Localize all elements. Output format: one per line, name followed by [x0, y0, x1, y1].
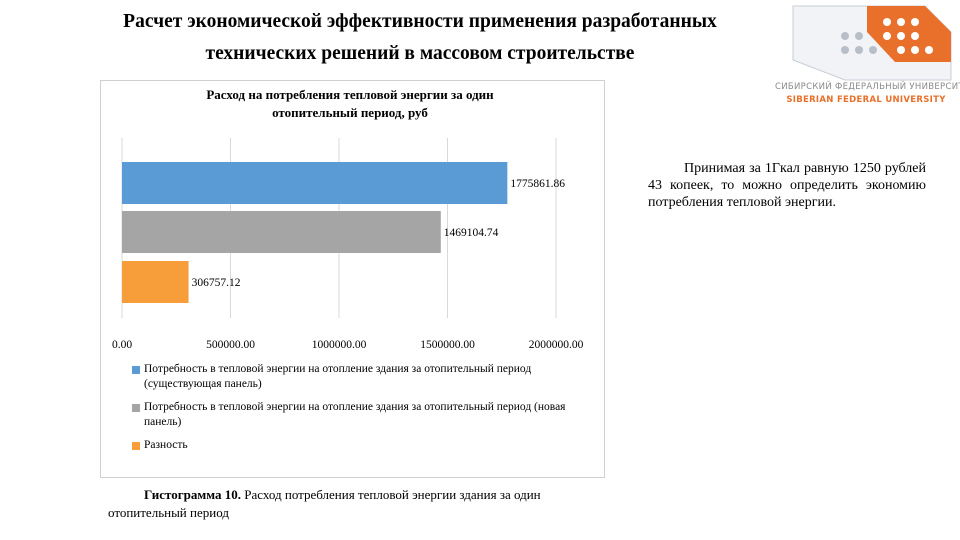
- legend-item: Потребность в тепловой энергии на отопле…: [132, 400, 587, 430]
- chart-legend: Потребность в тепловой энергии на отопле…: [132, 362, 587, 461]
- x-tick-label: 2000000.00: [529, 339, 584, 351]
- legend-label: Потребность в тепловой энергии на отопле…: [144, 363, 532, 390]
- figure-caption: Гистограмма 10. Расход потребления тепло…: [108, 486, 603, 522]
- legend-label: Разность: [144, 439, 188, 451]
- university-logo: СИБИРСКИЙ ФЕДЕРАЛЬНЫЙ УНИВЕРСИТЕТ SIBERI…: [775, 2, 960, 112]
- x-tick-label: 1500000.00: [420, 339, 475, 351]
- chart-title: Расход на потребления тепловой энергии з…: [120, 86, 580, 122]
- legend-item: Разность: [132, 438, 587, 453]
- caption-label: Гистограмма 10.: [144, 487, 242, 502]
- bar-data-label: 306757.12: [192, 277, 241, 289]
- bar: [122, 211, 441, 253]
- chart-title-line-1: Расход на потребления тепловой энергии з…: [206, 87, 494, 102]
- bar: [122, 162, 508, 204]
- university-logo-emblem-icon: [792, 5, 952, 81]
- slide-title-line-1: Расчет экономической эффективности приме…: [123, 11, 717, 32]
- logo-text-ru: СИБИРСКИЙ ФЕДЕРАЛЬНЫЙ УНИВЕРСИТЕТ: [775, 82, 960, 92]
- legend-swatch: [132, 442, 140, 450]
- slide-title: Расчет экономической эффективности приме…: [20, 6, 820, 70]
- caption-text: Расход потребления тепловой энергии здан…: [108, 487, 541, 520]
- x-tick-label: 0.00: [112, 339, 132, 351]
- legend-item: Потребность в тепловой энергии на отопле…: [132, 362, 587, 392]
- x-tick-label: 500000.00: [206, 339, 255, 351]
- savings-note: Принимая за 1Гкал равную 1250 рублей 43 …: [648, 161, 926, 210]
- legend-swatch: [132, 404, 140, 412]
- logo-text-en: SIBERIAN FEDERAL UNIVERSITY: [786, 95, 946, 105]
- bar-data-label: 1775861.86: [510, 178, 565, 190]
- slide-title-line-2: технических решений в массовом строитель…: [205, 43, 635, 64]
- bar: [122, 261, 189, 303]
- legend-swatch: [132, 366, 140, 374]
- legend-label: Потребность в тепловой энергии на отопле…: [144, 401, 566, 428]
- chart-title-line-2: отопительный период, руб: [272, 105, 428, 120]
- x-tick-label: 1000000.00: [312, 339, 367, 351]
- bar-data-label: 1469104.74: [444, 227, 499, 239]
